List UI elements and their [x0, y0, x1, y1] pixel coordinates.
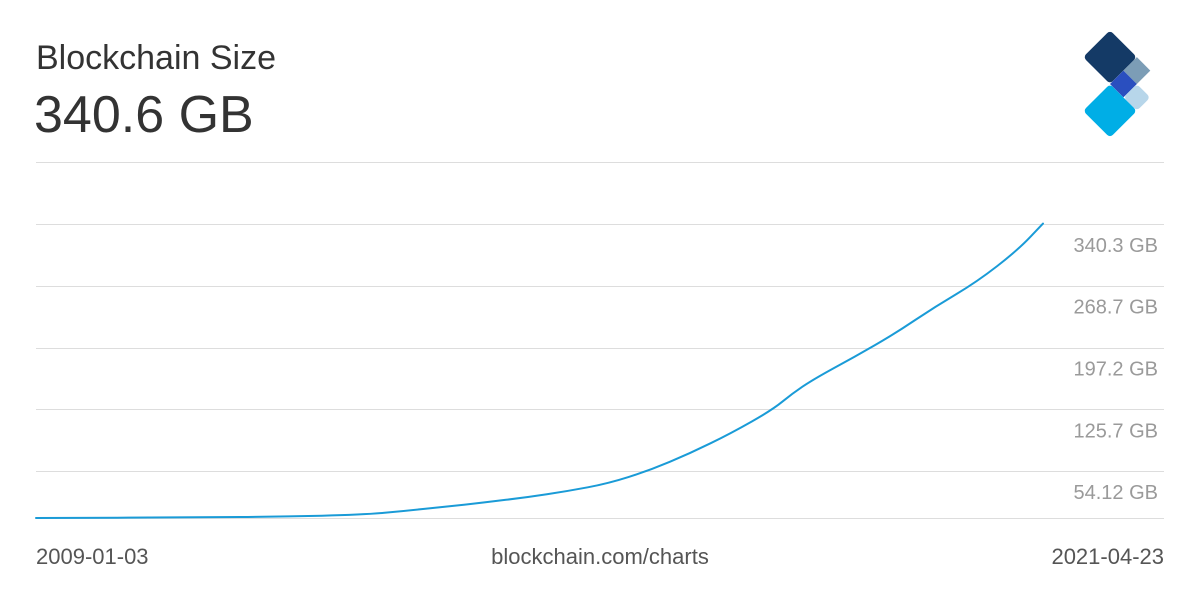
y-tick-label: 197.2 GB	[1073, 359, 1158, 381]
series-line	[35, 222, 1044, 519]
tick-layer: 54.12 GB 125.7 GB 197.2 GB 268.7 GB 340.3 GB	[1073, 235, 1158, 504]
blockchain-diamond-logo-icon	[1084, 31, 1151, 137]
y-tick-label: 268.7 GB	[1073, 297, 1158, 319]
logo-tile-navy	[1084, 31, 1136, 83]
source-link[interactable]: blockchain.com/charts	[491, 544, 709, 569]
y-tick-label: 125.7 GB	[1073, 420, 1158, 442]
x-end-date: 2021-04-23	[1051, 544, 1164, 569]
logo-tile-gray-blue	[1123, 57, 1151, 84]
logo-tile-light	[1125, 85, 1149, 110]
y-tick-label: 54.12 GB	[1073, 482, 1158, 504]
y-tick-label: 340.3 GB	[1073, 235, 1158, 257]
x-start-date: 2009-01-03	[36, 544, 149, 569]
logo-tile-cyan	[1084, 85, 1136, 137]
current-value: 340.6 GB	[34, 86, 254, 144]
series-layer	[35, 222, 1044, 519]
grid-layer	[36, 162, 1164, 519]
chart-title: Blockchain Size	[36, 39, 277, 77]
